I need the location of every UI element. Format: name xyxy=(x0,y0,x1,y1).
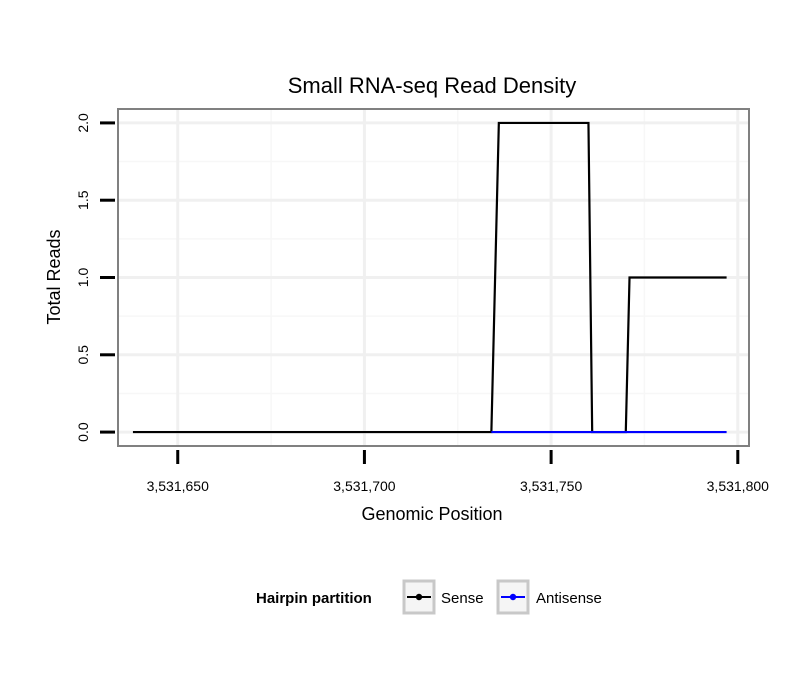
legend-title: Hairpin partition xyxy=(256,590,372,607)
y-tick-label: 1.0 xyxy=(75,268,91,288)
plot-border xyxy=(117,108,750,447)
x-tick-label: 3,531,750 xyxy=(520,478,582,494)
legend: Hairpin partition Sense Antisense xyxy=(256,579,602,615)
y-axis-label: Total Reads xyxy=(44,229,64,324)
x-tick-label: 3,531,650 xyxy=(147,478,209,494)
legend-item-antisense: Antisense xyxy=(496,579,602,615)
x-tick-label: 3,531,700 xyxy=(333,478,395,494)
y-tick-label: 1.5 xyxy=(75,190,91,210)
legend-label-sense: Sense xyxy=(441,590,484,607)
legend-label-antisense: Antisense xyxy=(536,590,602,607)
legend-point-sense xyxy=(415,593,423,601)
series-line-sense xyxy=(132,121,727,434)
series-layer xyxy=(132,121,727,434)
y-tick-label: 2.0 xyxy=(75,113,91,133)
chart-title: Small RNA-seq Read Density xyxy=(288,73,577,98)
y-tick-label: 0.0 xyxy=(75,422,91,442)
x-axis: 3,531,650 3,531,700 3,531,750 3,531,800 xyxy=(147,450,769,494)
y-tick-label: 0.5 xyxy=(75,345,91,365)
y-axis: 0.0 0.5 1.0 1.5 2.0 xyxy=(75,113,115,442)
legend-item-sense: Sense xyxy=(402,579,484,615)
x-tick-label: 3,531,800 xyxy=(707,478,769,494)
x-axis-label: Genomic Position xyxy=(361,504,502,524)
legend-point-antisense xyxy=(509,593,517,601)
